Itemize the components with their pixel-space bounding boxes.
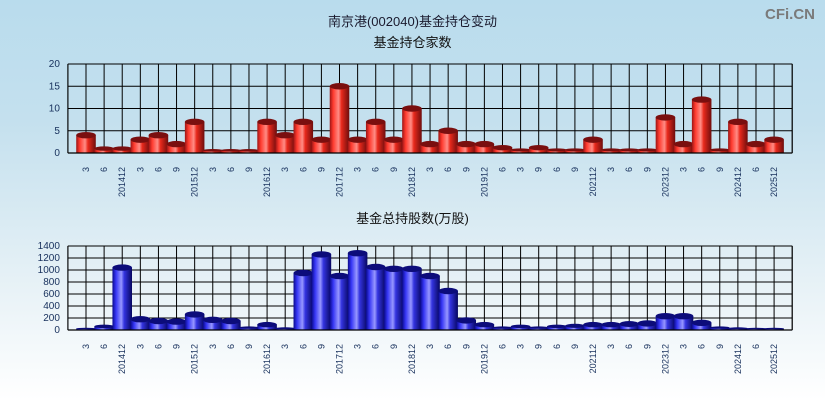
svg-text:3: 3 — [516, 344, 526, 349]
svg-text:1400: 1400 — [38, 241, 61, 252]
svg-text:201912: 201912 — [479, 344, 489, 374]
svg-text:6: 6 — [443, 344, 453, 349]
svg-text:201812: 201812 — [407, 344, 417, 374]
svg-text:9: 9 — [715, 344, 725, 349]
svg-text:6: 6 — [226, 344, 236, 349]
svg-text:3: 3 — [135, 344, 145, 349]
svg-text:9: 9 — [316, 344, 326, 349]
svg-text:9: 9 — [570, 344, 580, 349]
svg-text:6: 6 — [552, 344, 562, 349]
svg-text:9: 9 — [244, 344, 254, 349]
svg-text:6: 6 — [697, 344, 707, 349]
svg-text:3: 3 — [81, 344, 91, 349]
svg-text:0: 0 — [54, 325, 60, 336]
svg-text:201412: 201412 — [117, 344, 127, 374]
svg-text:1000: 1000 — [38, 265, 61, 276]
svg-text:202112: 202112 — [588, 344, 598, 373]
svg-text:6: 6 — [497, 344, 507, 349]
svg-text:600: 600 — [43, 289, 60, 300]
svg-text:201712: 201712 — [335, 344, 345, 374]
svg-text:6: 6 — [153, 344, 163, 349]
svg-text:202412: 202412 — [733, 344, 743, 374]
svg-text:3: 3 — [280, 344, 290, 349]
svg-text:1200: 1200 — [38, 253, 61, 264]
svg-text:6: 6 — [624, 344, 634, 349]
svg-text:3: 3 — [353, 344, 363, 349]
svg-text:3: 3 — [425, 344, 435, 349]
svg-text:3: 3 — [679, 344, 689, 349]
svg-text:3: 3 — [208, 344, 218, 349]
svg-text:202512: 202512 — [769, 344, 779, 374]
svg-text:3: 3 — [606, 344, 616, 349]
svg-text:6: 6 — [371, 344, 381, 349]
svg-text:201612: 201612 — [262, 344, 272, 374]
svg-text:6: 6 — [99, 344, 109, 349]
svg-text:400: 400 — [43, 301, 60, 312]
svg-text:9: 9 — [534, 344, 544, 349]
svg-text:9: 9 — [389, 344, 399, 349]
svg-text:6: 6 — [298, 344, 308, 349]
svg-text:6: 6 — [751, 344, 761, 349]
svg-text:201512: 201512 — [190, 344, 200, 374]
svg-text:9: 9 — [461, 344, 471, 349]
svg-text:9: 9 — [642, 344, 652, 349]
svg-text:800: 800 — [43, 277, 60, 288]
svg-text:9: 9 — [172, 344, 182, 349]
svg-text:202312: 202312 — [660, 344, 670, 374]
svg-text:200: 200 — [43, 313, 60, 324]
